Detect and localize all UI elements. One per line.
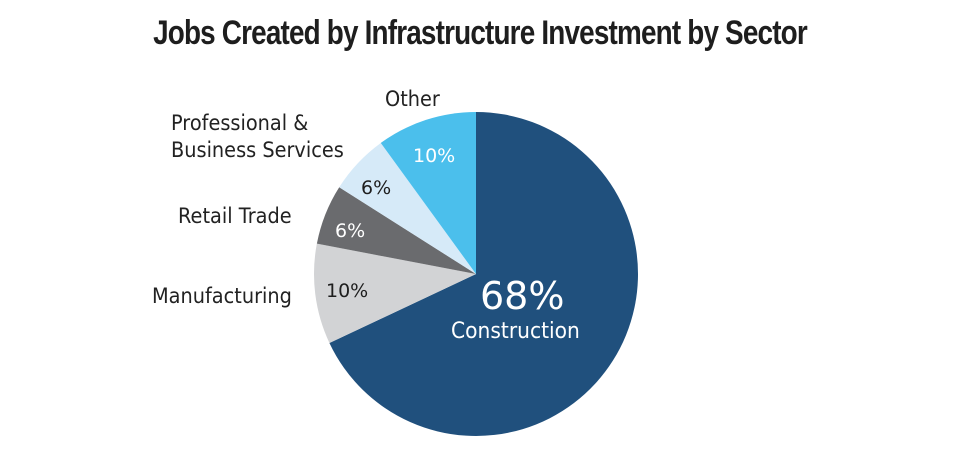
pie-slice-professional-business-services bbox=[339, 142, 476, 274]
pct-retail: 6% bbox=[335, 220, 366, 242]
label-professional-line2: Business Services bbox=[171, 138, 344, 162]
chart-title: Jobs Created by Infrastructure Investmen… bbox=[153, 14, 808, 52]
pct-professional: 6% bbox=[361, 177, 392, 199]
pct-other: 10% bbox=[413, 145, 456, 167]
label-other: Other bbox=[385, 87, 440, 111]
pct-construction: 68% bbox=[480, 274, 565, 318]
label-retail: Retail Trade bbox=[178, 204, 292, 228]
pie-slice-retail-trade bbox=[316, 187, 476, 274]
pie-slice-construction bbox=[329, 112, 638, 437]
label-professional-line1: Professional & bbox=[171, 111, 309, 135]
pct-manufacturing: 10% bbox=[326, 280, 369, 302]
label-manufacturing: Manufacturing bbox=[152, 284, 292, 308]
pie-slice-other bbox=[380, 112, 476, 274]
label-construction: Construction bbox=[451, 319, 580, 344]
pie-slice-manufacturing bbox=[314, 243, 476, 343]
